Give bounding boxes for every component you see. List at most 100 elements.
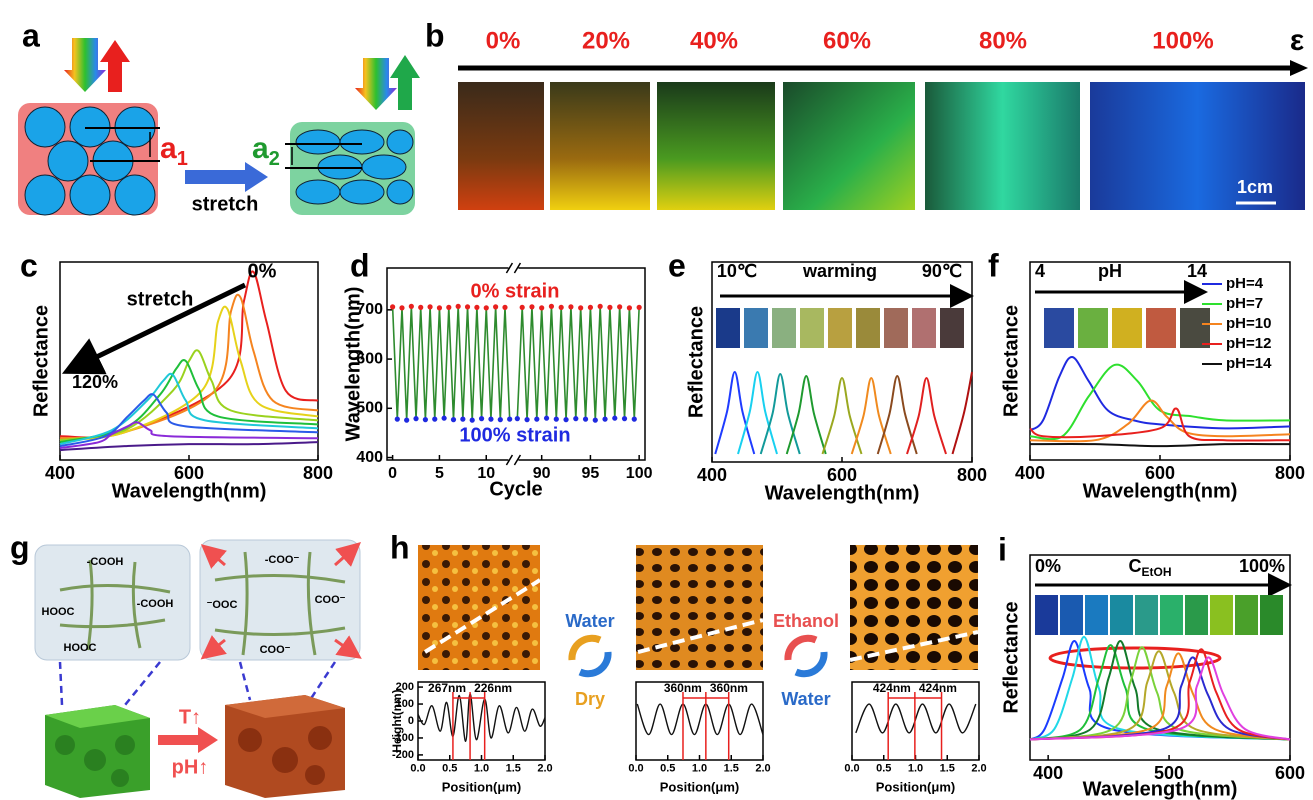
data-point <box>409 304 414 309</box>
panel-label: e <box>668 247 686 283</box>
data-point <box>507 417 512 422</box>
transition-arrow <box>158 727 218 753</box>
x-axis-label: Wavelength(nm) <box>112 480 267 502</box>
x-tick-label: 800 <box>957 465 987 485</box>
x-tick-label: 5 <box>435 465 444 482</box>
data-point <box>549 304 554 309</box>
x-axis-label: Wavelength(nm) <box>1083 778 1238 800</box>
ph-swatches <box>1044 308 1210 348</box>
data-point <box>390 304 395 309</box>
cycle-line <box>393 306 510 420</box>
photo <box>657 82 775 210</box>
data-point <box>502 305 507 310</box>
figure: a a1 stretch a2 b ε 1cm <box>0 0 1313 800</box>
temperature-swatches <box>716 308 964 348</box>
data-point <box>399 305 404 310</box>
x-tick-label: 1.5 <box>724 763 739 775</box>
annotation: warming <box>802 261 877 281</box>
spacing-label: a2 <box>252 132 280 170</box>
data-point <box>568 304 573 309</box>
data-point <box>484 305 489 310</box>
annotation: 120% <box>72 372 118 392</box>
cycle-label: Dry <box>575 689 605 709</box>
height-profile <box>856 704 976 733</box>
panel-label: i <box>998 531 1007 567</box>
x-tick-label: 0 <box>388 465 397 482</box>
data-point <box>612 416 617 421</box>
chemical-group: -COO⁻ <box>265 554 300 566</box>
cycle-label: Water <box>781 689 830 709</box>
reflected-green-arrow <box>390 55 420 110</box>
x-tick-label: 0.5 <box>660 763 675 775</box>
data-point <box>598 304 603 309</box>
x-tick-label: 400 <box>1015 463 1045 483</box>
spectrum-line <box>738 372 777 454</box>
y-axis-label: Reflectance <box>1000 305 1022 417</box>
data-point <box>427 304 432 309</box>
x-axis-label: Position(μm) <box>660 779 739 794</box>
data-point <box>451 417 456 422</box>
strain-label: 80% <box>979 27 1027 54</box>
stretch-arrow <box>185 162 268 192</box>
spectrum-line <box>1030 647 1290 739</box>
spectrum-line <box>1030 657 1290 739</box>
x-tick-label: 1.0 <box>908 763 923 775</box>
legend-label: pH=4 <box>1226 275 1264 292</box>
y-axis-label: Reflectance <box>685 306 707 418</box>
strain-label: 40% <box>690 27 738 54</box>
cycle-label: Water <box>565 611 614 631</box>
annotation: 100% <box>1239 556 1285 576</box>
spacing-label: a1 <box>160 132 188 170</box>
y-axis-label: Reflectance <box>30 305 52 417</box>
spectrum-line <box>715 372 754 454</box>
x-tick-label: 1.0 <box>474 763 489 775</box>
x-tick-label: 0.0 <box>628 763 643 775</box>
spectrum-line <box>953 372 973 454</box>
panel-label: g <box>10 529 30 565</box>
concentration-subscript: EtOH <box>1142 565 1172 579</box>
cycle-arrow <box>572 638 600 660</box>
x-tick-label: 400 <box>45 463 75 483</box>
photo <box>458 82 544 210</box>
cycle-label: Ethanol <box>773 611 839 631</box>
data-point <box>554 417 559 422</box>
strain-axis-head <box>1290 60 1308 76</box>
data-point <box>622 416 627 421</box>
spacing-subscript: 1 <box>177 148 188 170</box>
y-axis-label: Wavelength(nm) <box>342 287 364 442</box>
photo <box>783 82 915 210</box>
series-label: 100% strain <box>459 424 570 446</box>
annotation: stretch <box>127 288 194 310</box>
stimulus-label: pH↑ <box>172 756 209 778</box>
incident-light-arrow <box>355 58 397 110</box>
period-label: 267nm <box>428 681 466 695</box>
spectrum-line <box>60 442 318 450</box>
data-point <box>446 305 451 310</box>
brown-cube <box>225 695 345 798</box>
annotation: 4 <box>1035 261 1045 281</box>
data-point <box>456 304 461 309</box>
chemical-group: COO⁻ <box>260 644 291 656</box>
strain-label: 60% <box>823 27 871 54</box>
x-tick-label: 0.5 <box>876 763 891 775</box>
data-point <box>544 416 549 421</box>
y-axis-label: Height(nm) <box>390 689 404 752</box>
chemical-group: HOOC <box>42 606 75 618</box>
annotation: 10℃ <box>717 261 757 281</box>
annotation: 90℃ <box>922 261 962 281</box>
data-point <box>470 418 475 423</box>
period-label: 424nm <box>919 681 957 695</box>
strain-label: 20% <box>582 27 630 54</box>
period-label: 360nm <box>710 681 748 695</box>
legend-label: pH=14 <box>1226 355 1272 372</box>
height-profile <box>418 694 545 741</box>
legend-label: pH=7 <box>1226 295 1263 312</box>
period-label: 424nm <box>873 681 911 695</box>
panel-label: b <box>425 17 445 53</box>
afm-image <box>418 545 540 670</box>
data-point <box>583 417 588 422</box>
x-axis-label: Wavelength(nm) <box>765 482 920 504</box>
cycle-arrow <box>788 638 816 660</box>
data-point <box>413 416 418 421</box>
panel-a: a a1 stretch a2 <box>18 17 420 215</box>
